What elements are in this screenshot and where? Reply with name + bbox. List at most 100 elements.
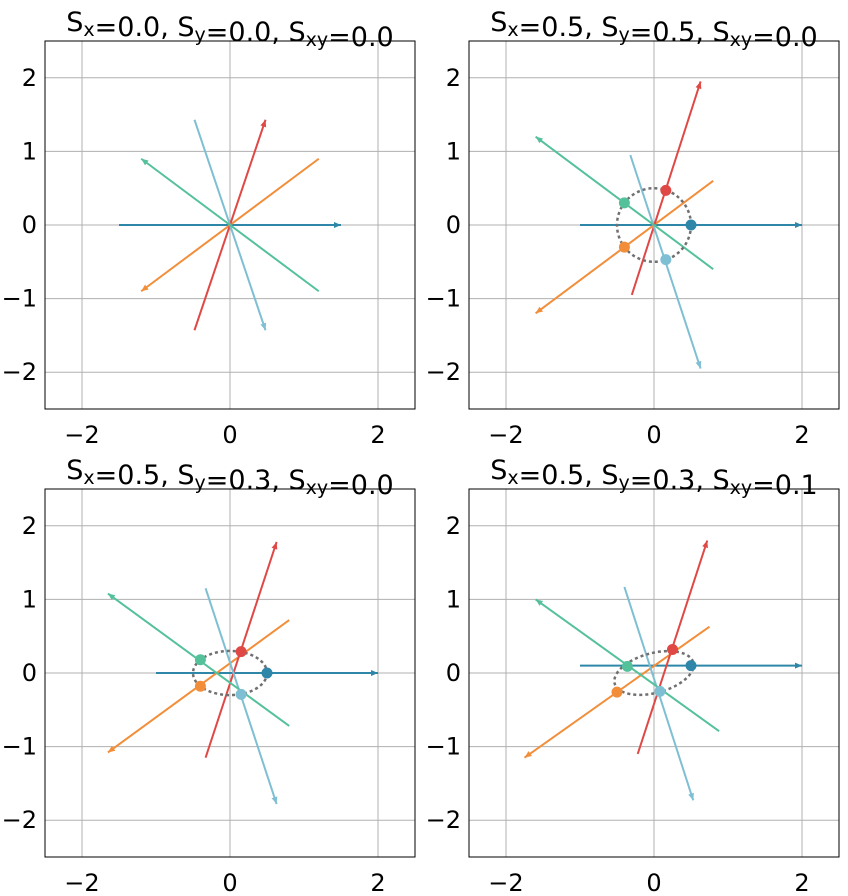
arrowhead-2 bbox=[524, 751, 532, 758]
marker-point-1 bbox=[685, 660, 697, 672]
title-sub: xy bbox=[306, 477, 329, 499]
title-value: =0.0, bbox=[206, 17, 289, 48]
arrowhead-2 bbox=[535, 306, 544, 314]
marker-point-4 bbox=[235, 688, 247, 700]
x-tick-label: 2 bbox=[370, 421, 385, 449]
title-value: =0.5, bbox=[630, 17, 713, 48]
axes-frame bbox=[468, 40, 840, 410]
y-tick-label: 0 bbox=[22, 659, 37, 687]
arrowhead-3 bbox=[695, 81, 702, 90]
title-value: =0.0 bbox=[328, 470, 394, 501]
title-sub: x bbox=[83, 19, 94, 41]
plot-area bbox=[535, 81, 802, 369]
axes-frame bbox=[44, 488, 416, 858]
y-tick-label: 2 bbox=[446, 64, 461, 92]
arrowhead-3 bbox=[271, 541, 278, 550]
y-tick-label: 0 bbox=[22, 211, 37, 239]
arrowhead-2 bbox=[107, 745, 116, 753]
title-s: S bbox=[289, 465, 306, 496]
y-tick-label: −2 bbox=[426, 358, 461, 386]
arrowhead-5 bbox=[535, 599, 544, 606]
title-sub: xy bbox=[730, 29, 753, 51]
title-value: =0.0 bbox=[328, 22, 394, 53]
y-tick-label: 1 bbox=[446, 585, 461, 613]
title-s: S bbox=[289, 17, 306, 48]
arrowhead-4 bbox=[260, 322, 267, 331]
title-sub: x bbox=[507, 19, 518, 41]
title-value: =0.5, bbox=[519, 460, 602, 491]
x-tick-label: 0 bbox=[646, 869, 661, 896]
marker-point-4 bbox=[654, 685, 666, 697]
title-sub: x bbox=[83, 467, 94, 489]
arrowhead-4 bbox=[688, 792, 694, 801]
y-tick-label: 2 bbox=[22, 64, 37, 92]
subplot-title: Sx=0.5, Sy=0.5, Sxy=0.0 bbox=[490, 7, 817, 53]
y-tick-label: −1 bbox=[2, 733, 37, 761]
title-s: S bbox=[713, 465, 730, 496]
marker-point-1 bbox=[261, 667, 273, 679]
marker-point-4 bbox=[660, 254, 672, 266]
y-tick-label: 1 bbox=[22, 585, 37, 613]
y-tick-label: −2 bbox=[426, 806, 461, 834]
marker-point-3 bbox=[235, 646, 247, 658]
marker-point-3 bbox=[667, 643, 678, 655]
x-tick-label: −2 bbox=[64, 421, 99, 449]
title-value: =0.5, bbox=[95, 460, 178, 491]
y-tick-label: −1 bbox=[426, 285, 461, 313]
arrowhead-1 bbox=[795, 222, 802, 228]
title-s: S bbox=[601, 12, 618, 43]
y-tick-label: −2 bbox=[2, 358, 37, 386]
axes-frame bbox=[44, 40, 416, 410]
marker-point-3 bbox=[660, 184, 672, 196]
x-tick-label: −2 bbox=[488, 869, 523, 896]
title-sub: y bbox=[619, 472, 630, 494]
y-tick-label: 1 bbox=[446, 137, 461, 165]
title-s: S bbox=[713, 17, 730, 48]
plot-area bbox=[107, 541, 378, 805]
marker-point-2 bbox=[194, 680, 206, 692]
y-tick-label: −1 bbox=[426, 733, 461, 761]
x-tick-label: 0 bbox=[646, 421, 661, 449]
plot-area bbox=[119, 119, 341, 331]
plot-area bbox=[523, 540, 802, 801]
y-tick-label: −2 bbox=[2, 806, 37, 834]
x-tick-label: 2 bbox=[794, 869, 809, 896]
arrowhead-1 bbox=[371, 670, 378, 676]
title-s: S bbox=[66, 7, 83, 38]
subplot-title: Sx=0.5, Sy=0.3, Sxy=0.0 bbox=[66, 455, 393, 501]
y-tick-label: 1 bbox=[22, 137, 37, 165]
x-tick-label: −2 bbox=[488, 421, 523, 449]
x-tick-label: 2 bbox=[370, 869, 385, 896]
series-line-5 bbox=[140, 157, 320, 293]
arrowhead-4 bbox=[695, 360, 702, 369]
axes-frame bbox=[468, 488, 840, 858]
x-tick-label: −2 bbox=[64, 869, 99, 896]
marker-point-2 bbox=[618, 241, 630, 253]
title-sub: y bbox=[619, 24, 630, 46]
marker-point-1 bbox=[685, 219, 697, 231]
arrowhead-1 bbox=[334, 222, 341, 228]
title-s: S bbox=[601, 460, 618, 491]
y-tick-label: 2 bbox=[22, 512, 37, 540]
arrowhead-4 bbox=[271, 796, 278, 805]
arrowhead-5 bbox=[107, 593, 116, 601]
subplot-3: −2 0 2 −2 −1 0 1 2 Sx=0.5, Sy=0.3, Sxy=0.0 bbox=[2, 455, 416, 896]
marker-point-5 bbox=[618, 197, 630, 209]
subplot-title: Sx=0.0, Sy=0.0, Sxy=0.0 bbox=[66, 7, 393, 53]
title-value: =0.3, bbox=[206, 465, 289, 496]
title-s: S bbox=[177, 12, 194, 43]
y-tick-label: 2 bbox=[446, 512, 461, 540]
marker-point-5 bbox=[621, 660, 633, 672]
arrowhead-2 bbox=[141, 284, 149, 292]
title-sub: y bbox=[195, 24, 206, 46]
marker-point-2 bbox=[611, 686, 623, 698]
arrowhead-1 bbox=[795, 662, 802, 669]
title-value: =0.0, bbox=[95, 12, 178, 43]
marker-point-5 bbox=[194, 654, 206, 666]
x-tick-label: 2 bbox=[794, 421, 809, 449]
title-s: S bbox=[490, 7, 507, 38]
arrowhead-5 bbox=[535, 136, 544, 144]
